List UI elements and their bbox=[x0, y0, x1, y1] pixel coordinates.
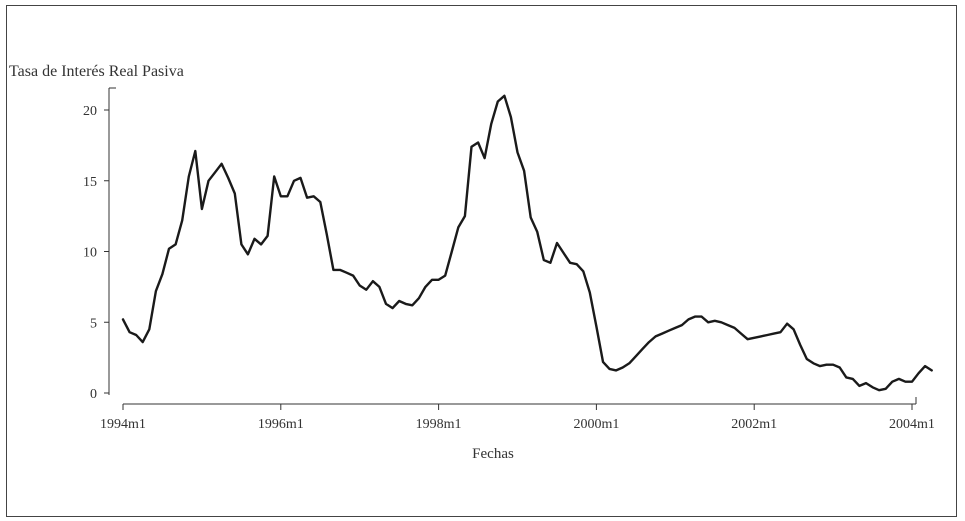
x-tick-label: 2000m1 bbox=[573, 417, 619, 432]
y-tick-label: 15 bbox=[83, 175, 97, 190]
x-tick-label: 1996m1 bbox=[258, 417, 304, 432]
y-tick-label: 0 bbox=[90, 387, 97, 402]
x-tick-label: 2004m1 bbox=[889, 417, 935, 432]
y-tick-label: 5 bbox=[90, 316, 97, 331]
x-tick-label: 1998m1 bbox=[416, 417, 462, 432]
series-line bbox=[121, 94, 933, 392]
chart-frame bbox=[6, 5, 957, 517]
y-axis: 0 5 10 15 20 bbox=[83, 87, 116, 402]
x-axis-title: Fechas bbox=[472, 446, 514, 462]
y-tick-label: 10 bbox=[83, 246, 97, 261]
y-tick-label: 20 bbox=[83, 104, 97, 119]
x-tick-label: 1994m1 bbox=[100, 417, 146, 432]
x-axis: 1994m1 1996m1 1998m1 2000m1 2002m1 2004m1 bbox=[100, 397, 935, 432]
y-axis-title: Tasa de Interés Real Pasiva bbox=[9, 63, 184, 80]
x-tick-label: 2002m1 bbox=[731, 417, 777, 432]
series-group bbox=[121, 94, 933, 392]
